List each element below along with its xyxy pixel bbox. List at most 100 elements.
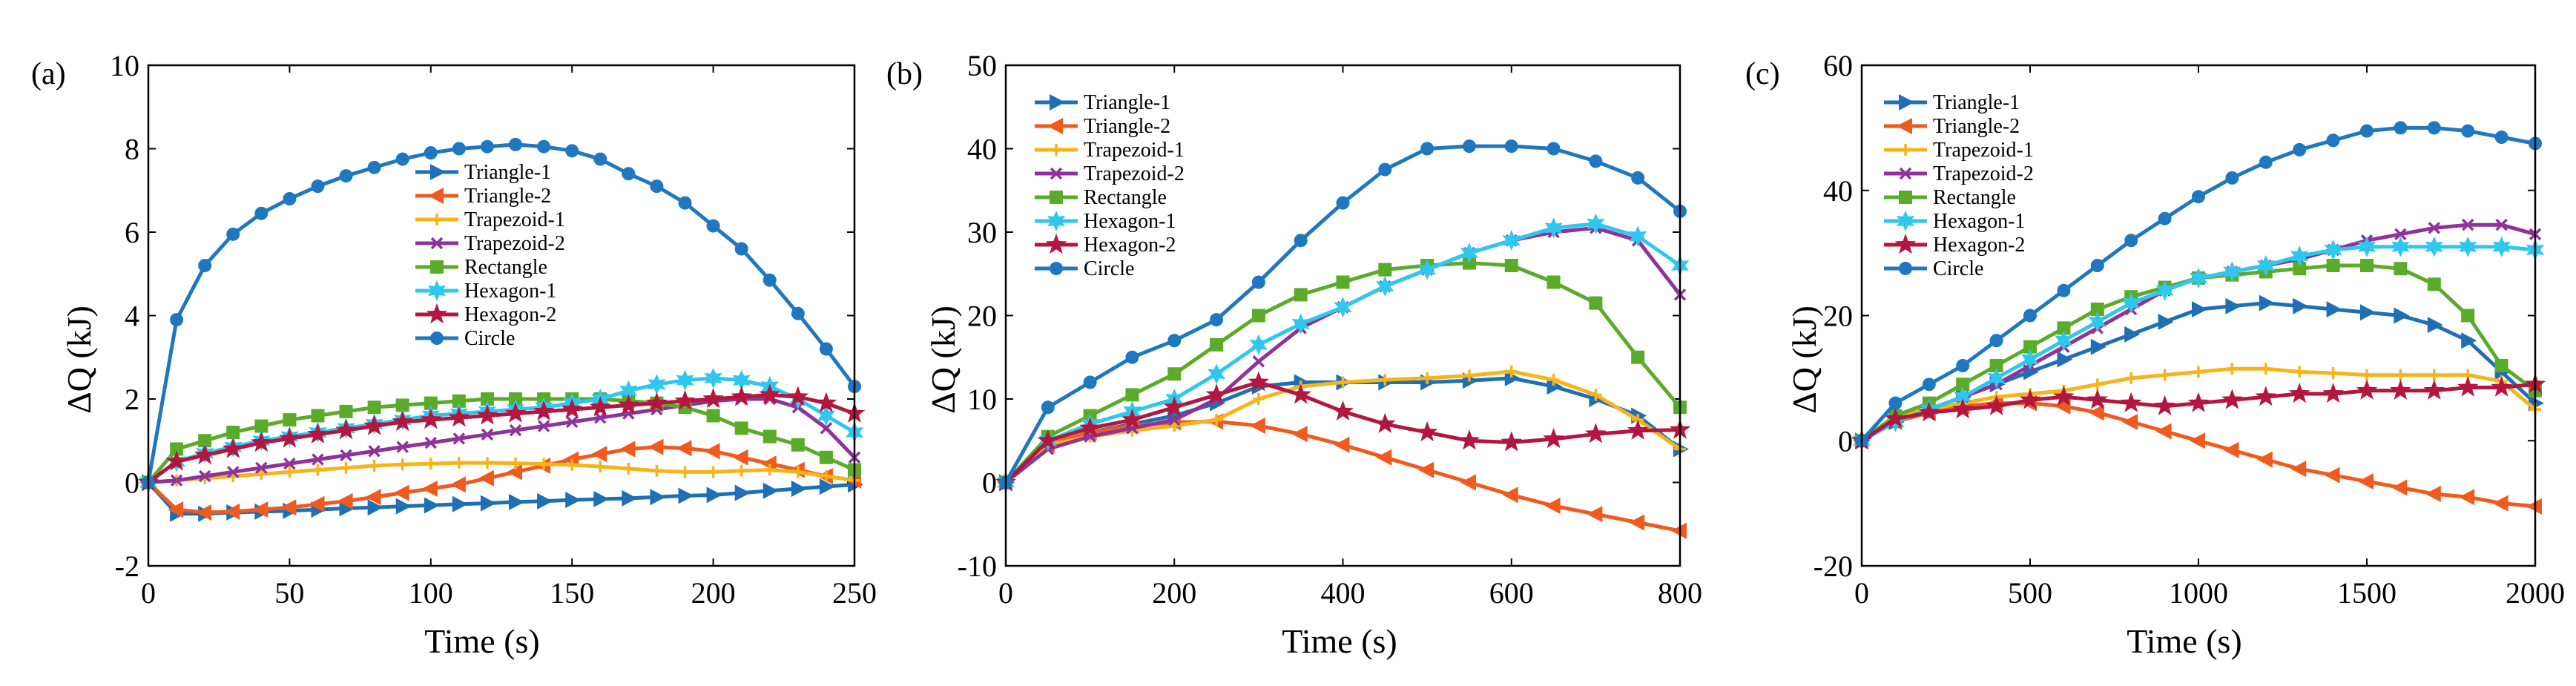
data-point-a-rectangle-5 <box>283 413 297 427</box>
data-point-b-rectangle-7 <box>1294 288 1308 302</box>
data-point-b-circle-1 <box>1041 400 1055 415</box>
series-line-c-rectangle <box>1860 263 2537 443</box>
data-point-b-hexagon-2-1 <box>1037 429 1059 450</box>
data-point-c-hexagon-1-4 <box>1987 367 2006 389</box>
data-point-a-circle-17 <box>622 167 636 181</box>
y-tick-label-c-0: -20 <box>1814 550 1853 583</box>
data-point-b-circle-11 <box>1462 139 1476 154</box>
data-point-c-rectangle-19 <box>2494 359 2509 372</box>
data-point-a-trapezoid-2-10 <box>424 436 438 449</box>
data-point-c-triangle-2-9 <box>2155 423 2172 440</box>
data-point-c-trapezoid-1-7 <box>2091 378 2104 391</box>
data-point-b-circle-9 <box>1378 162 1392 177</box>
data-point-b-triangle-2-16 <box>1671 522 1687 539</box>
data-point-c-circle-5 <box>2023 309 2037 323</box>
data-point-b-hexagon-2-10 <box>1416 421 1438 442</box>
y-tick-label-a-2: 2 <box>125 383 139 416</box>
data-point-a-hexagon-2-5 <box>279 427 300 448</box>
data-point-a-triangle-1-17 <box>622 489 638 507</box>
data-point-c-trapezoid-2-17 <box>2428 222 2441 234</box>
y-tick-label-c-4: 60 <box>1823 49 1853 82</box>
data-point-a-hexagon-2-7 <box>335 419 357 440</box>
data-point-c-hexagon-2-7 <box>2086 389 2109 409</box>
x-tick-label-a-0: 0 <box>141 576 156 610</box>
data-point-b-circle-5 <box>1210 313 1224 327</box>
legend-marker-a-circle <box>430 332 444 345</box>
data-point-a-triangle-1-9 <box>395 498 412 515</box>
legend-label-a-circle: Circle <box>464 327 515 350</box>
data-point-b-circle-4 <box>1167 334 1182 348</box>
data-point-b-hexagon-2-2 <box>1079 417 1101 438</box>
panel-label-b: (b) <box>886 57 923 91</box>
data-point-a-hexagon-1-24 <box>817 405 835 426</box>
series-line-a-trapezoid-2 <box>148 397 856 484</box>
data-point-c-hexagon-2-16 <box>2390 379 2411 400</box>
data-point-a-hexagon-2-15 <box>561 398 583 419</box>
data-point-a-triangle-1-10 <box>424 497 440 514</box>
x-tick-label-c-1: 500 <box>2008 576 2052 610</box>
data-point-b-hexagon-2-9 <box>1374 412 1396 433</box>
data-point-c-trapezoid-1-11 <box>2226 363 2239 375</box>
data-point-a-triangle-1-14 <box>537 492 553 509</box>
data-point-c-circle-18 <box>2461 124 2475 138</box>
data-point-a-trapezoid-2-16 <box>594 412 607 424</box>
legend-label-b-hexagon-2: Hexagon-2 <box>1084 234 1176 257</box>
data-point-a-circle-18 <box>650 179 664 194</box>
data-point-a-trapezoid-2-5 <box>283 457 296 470</box>
legend-marker-a-trapezoid-1 <box>431 214 443 225</box>
data-point-a-circle-21 <box>734 242 748 256</box>
y-axis-unit-a: (kJ) <box>60 306 98 359</box>
data-point-b-triangle-1-12 <box>1504 369 1521 386</box>
data-point-a-rectangle-9 <box>395 398 409 412</box>
plot-frame-b <box>1004 64 1681 567</box>
data-point-c-circle-3 <box>1956 359 1970 372</box>
data-point-a-circle-13 <box>509 137 523 151</box>
legend-marker-c-hexagon-1 <box>1896 211 1915 231</box>
data-point-a-trapezoid-1-6 <box>312 464 324 476</box>
y-tick-label-a-5: 8 <box>125 133 139 166</box>
svg-text:ΔQ (kJ): ΔQ (kJ) <box>924 306 962 414</box>
data-point-c-hexagon-1-19 <box>2492 236 2511 257</box>
data-point-a-circle-14 <box>537 139 551 154</box>
y-axis-symbol-a: ΔQ <box>60 367 98 414</box>
data-point-c-hexagon-1-3 <box>1954 386 1972 408</box>
x-tick-label-b-3: 600 <box>1489 576 1534 610</box>
data-point-a-hexagon-2-9 <box>392 410 413 432</box>
data-point-a-trapezoid-1-9 <box>396 458 409 471</box>
data-point-c-hexagon-1-5 <box>2020 349 2040 370</box>
data-point-c-circle-17 <box>2427 121 2441 135</box>
data-point-a-hexagon-2-14 <box>533 400 555 420</box>
data-point-a-hexagon-2-6 <box>307 423 329 443</box>
data-point-a-trapezoid-1-12 <box>481 457 493 469</box>
data-point-c-hexagon-1-18 <box>2459 236 2477 257</box>
data-point-c-rectangle-6 <box>2057 321 2071 335</box>
legend-label-b-trapezoid-2: Trapezoid-2 <box>1084 162 1185 185</box>
legend-marker-c-triangle-1 <box>1899 94 1914 111</box>
plot-frame-c <box>1860 64 2537 567</box>
data-point-c-hexagon-1-12 <box>2256 255 2275 276</box>
legend-label-a-hexagon-1: Hexagon-1 <box>464 280 556 303</box>
data-point-a-trapezoid-2-6 <box>312 453 324 466</box>
legend-marker-b-triangle-2 <box>1047 118 1063 134</box>
data-point-a-trapezoid-2-12 <box>481 428 494 441</box>
data-point-c-hexagon-2-11 <box>2221 389 2243 409</box>
series-line-b-triangle-2 <box>1004 419 1681 533</box>
panel-b: (b) ΔQ (kJ) Time (s) 0 200 400 600 800-10010… <box>886 49 1702 660</box>
data-point-c-triangle-2-12 <box>2256 451 2273 468</box>
data-point-b-rectangle-5 <box>1210 337 1224 352</box>
legend-label-b-trapezoid-1: Trapezoid-1 <box>1084 139 1185 162</box>
y-tick-label-b-1: 0 <box>982 466 997 500</box>
legend-label-a-hexagon-2: Hexagon-2 <box>464 303 556 326</box>
data-point-a-triangle-2-21 <box>732 449 748 466</box>
data-point-c-rectangle-7 <box>2090 303 2104 317</box>
series-c-circle <box>1855 121 2542 448</box>
data-point-c-hexagon-2-14 <box>2322 383 2344 403</box>
legend-marker-a-hexagon-2 <box>426 303 448 324</box>
data-point-c-trapezoid-1-17 <box>2428 369 2440 381</box>
data-point-c-hexagon-2-17 <box>2423 379 2445 400</box>
series-b-circle <box>999 139 1687 489</box>
x-tick-label-a-5: 250 <box>832 576 877 610</box>
data-point-b-rectangle-4 <box>1167 367 1182 381</box>
data-point-a-hexagon-2-10 <box>420 409 442 429</box>
